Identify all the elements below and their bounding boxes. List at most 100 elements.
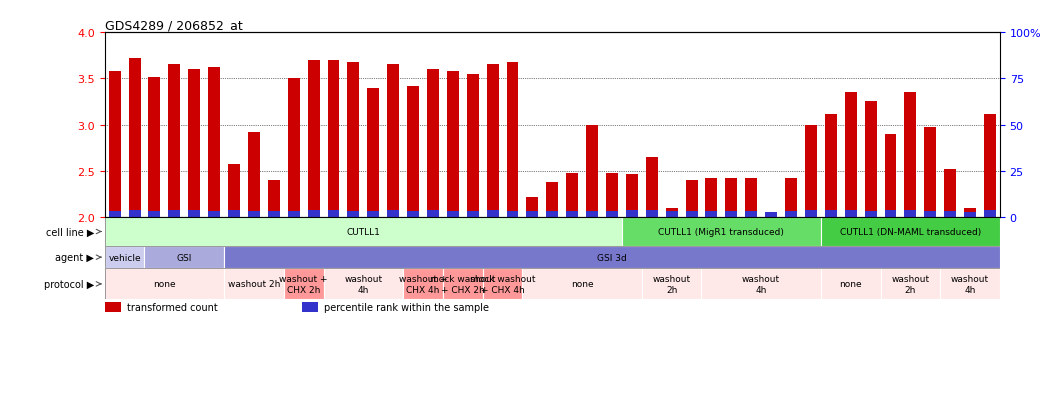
Bar	[188, 70, 200, 218]
Text: washout
4h: washout 4h	[742, 275, 780, 294]
Text: CUTLL1 (DN-MAML transduced): CUTLL1 (DN-MAML transduced)	[840, 228, 981, 236]
Bar	[188, 210, 200, 218]
Text: mock washout
+ CHX 2h: mock washout + CHX 2h	[430, 275, 495, 294]
Bar	[427, 210, 439, 218]
Bar	[348, 211, 359, 218]
Bar	[805, 125, 817, 218]
Bar	[745, 179, 757, 218]
Text: none: none	[840, 280, 862, 289]
Bar	[407, 211, 419, 218]
Bar	[109, 72, 120, 218]
Bar	[105, 246, 144, 269]
Bar	[522, 269, 642, 299]
Bar	[105, 269, 224, 299]
Bar	[964, 208, 976, 218]
Bar	[940, 269, 1000, 299]
Bar	[324, 269, 403, 299]
Bar	[427, 70, 439, 218]
Text: washout
2h: washout 2h	[652, 275, 691, 294]
Bar	[268, 211, 280, 218]
Bar	[726, 179, 737, 218]
Bar	[606, 211, 618, 218]
Bar	[487, 65, 498, 218]
Bar	[328, 61, 339, 218]
Bar	[447, 211, 459, 218]
Bar	[622, 218, 821, 246]
Bar	[308, 61, 319, 218]
Bar	[686, 180, 697, 218]
Bar	[328, 210, 339, 218]
Bar	[905, 210, 916, 218]
Bar	[944, 211, 956, 218]
Text: vehicle: vehicle	[108, 253, 141, 262]
Bar	[785, 211, 797, 218]
Text: washout
4h: washout 4h	[344, 275, 382, 294]
Text: CUTLL1 (MigR1 transduced): CUTLL1 (MigR1 transduced)	[659, 228, 784, 236]
Bar	[845, 93, 856, 218]
Bar	[865, 211, 876, 218]
Bar	[821, 269, 881, 299]
Bar	[483, 269, 522, 299]
Bar	[109, 211, 120, 218]
Bar	[964, 213, 976, 218]
Bar	[586, 125, 598, 218]
Text: washout +
CHX 4h: washout + CHX 4h	[399, 275, 447, 294]
Bar	[105, 302, 120, 312]
Bar	[821, 218, 1000, 246]
Bar	[288, 79, 299, 218]
Text: GSI 3d: GSI 3d	[597, 253, 627, 262]
Bar	[701, 269, 821, 299]
Bar	[984, 210, 996, 218]
Bar	[467, 211, 478, 218]
Bar	[646, 210, 658, 218]
Bar	[487, 210, 498, 218]
Bar	[367, 211, 379, 218]
Bar	[706, 211, 717, 218]
Bar	[527, 211, 538, 218]
Bar	[885, 135, 896, 218]
Text: agent ▶: agent ▶	[55, 253, 94, 263]
Bar	[129, 210, 140, 218]
Text: protocol ▶: protocol ▶	[44, 279, 94, 289]
Bar	[586, 211, 598, 218]
Text: CUTLL1: CUTLL1	[347, 228, 380, 236]
Bar	[527, 197, 538, 218]
Bar	[547, 183, 558, 218]
Bar	[925, 128, 936, 218]
Bar	[686, 211, 697, 218]
Bar	[169, 210, 180, 218]
Bar	[606, 173, 618, 218]
Text: washout
4h: washout 4h	[951, 275, 989, 294]
Bar	[626, 210, 638, 218]
Bar	[984, 114, 996, 218]
Bar	[348, 62, 359, 218]
Bar	[566, 211, 578, 218]
Bar	[208, 68, 220, 218]
Bar	[149, 211, 160, 218]
Bar	[805, 210, 817, 218]
Text: cell line ▶: cell line ▶	[46, 227, 94, 237]
Bar	[885, 210, 896, 218]
Bar	[666, 208, 677, 218]
Bar	[308, 210, 319, 218]
Text: transformed count: transformed count	[127, 302, 218, 312]
Bar	[566, 173, 578, 218]
Bar	[467, 75, 478, 218]
Bar	[248, 133, 260, 218]
Text: none: none	[153, 280, 176, 289]
Bar	[865, 102, 876, 218]
Bar	[248, 211, 260, 218]
Bar	[268, 180, 280, 218]
Bar	[149, 77, 160, 218]
Bar	[387, 65, 399, 218]
Bar	[626, 174, 638, 218]
Bar	[547, 211, 558, 218]
Bar	[507, 62, 518, 218]
Text: washout
2h: washout 2h	[891, 275, 930, 294]
Bar	[367, 88, 379, 218]
Bar	[224, 269, 284, 299]
Bar	[403, 269, 443, 299]
Bar	[765, 213, 777, 218]
Bar	[745, 211, 757, 218]
Text: GSI: GSI	[177, 253, 192, 262]
